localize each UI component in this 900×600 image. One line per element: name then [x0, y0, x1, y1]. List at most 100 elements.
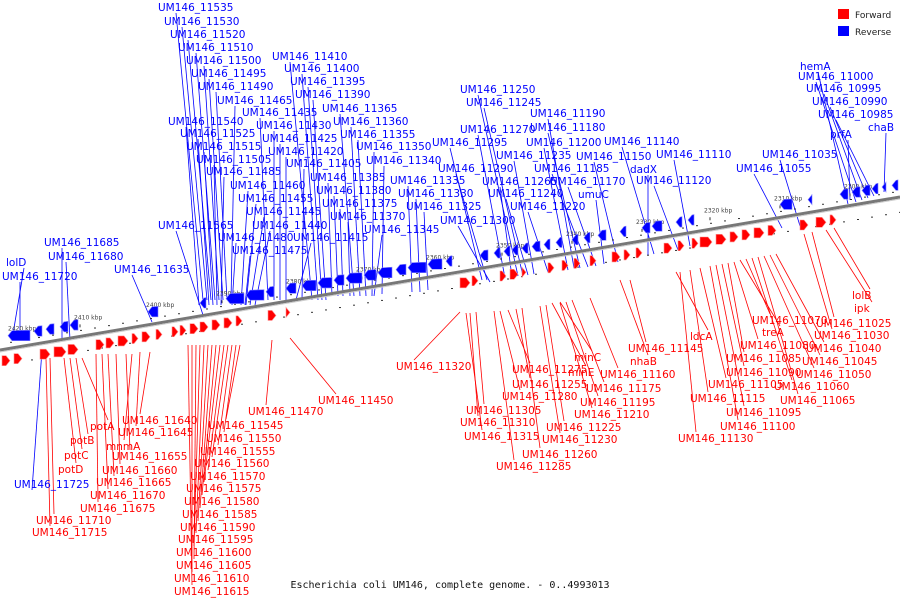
reverse-gene-label: UM146_11380 — [316, 185, 391, 197]
reverse-gene-label: UM146_11295 — [432, 137, 507, 149]
label-connector — [515, 308, 531, 379]
label-connector — [327, 182, 333, 297]
forward-gene-arrow — [691, 238, 699, 249]
axis-tick-label: 2320 kbp — [704, 207, 732, 214]
reverse-gene-label: UM146_11325 — [406, 201, 481, 213]
label-connector — [551, 302, 587, 367]
label-connector — [245, 203, 257, 306]
forward-gene-label: UM146_11195 — [580, 397, 655, 409]
label-connector — [745, 258, 771, 315]
reverse-gene-arrow — [265, 285, 275, 298]
reverse-gene-arrow — [651, 220, 663, 232]
forward-gene-arrow — [285, 306, 291, 319]
forward-gene-arrow — [199, 321, 209, 333]
reverse-gene-label: UM146_10990 — [812, 96, 887, 108]
reverse-gene-label: UM146_11385 — [310, 172, 385, 184]
reverse-gene-arrow — [675, 216, 683, 228]
forward-gene-arrow — [509, 268, 519, 280]
label-connector — [230, 105, 236, 301]
label-connector — [465, 312, 483, 431]
forward-gene-arrow — [267, 310, 277, 321]
forward-gene-label: UM146_11600 — [176, 547, 251, 559]
reverse-gene-label: UM146_11515 — [186, 141, 261, 153]
label-connector — [131, 274, 153, 323]
label-connector — [75, 357, 89, 435]
reverse-gene-arrow — [199, 297, 207, 309]
label-connector — [629, 279, 647, 343]
forward-gene-label: UM146_11580 — [184, 496, 259, 508]
reverse-gene-arrow — [807, 194, 813, 206]
label-connector — [215, 91, 228, 301]
reverse-gene-label: UM146_11035 — [762, 149, 837, 161]
label-connector — [493, 310, 515, 461]
reverse-gene-label: UM146_11265 — [482, 176, 557, 188]
reverse-gene-label: UM146_11525 — [180, 128, 255, 140]
label-connector — [721, 263, 745, 367]
label-connector — [833, 227, 871, 290]
forward-gene-arrow — [171, 326, 179, 338]
label-connector — [757, 256, 799, 395]
label-connector — [31, 349, 43, 491]
reverse-gene-arrow — [33, 325, 43, 337]
forward-gene-arrow — [95, 339, 105, 350]
reverse-gene-arrow — [69, 319, 79, 331]
reverse-gene-label: UM146_11445 — [246, 206, 321, 218]
forward-gene-arrow — [223, 317, 233, 329]
reverse-gene-arrow — [861, 184, 871, 196]
reverse-gene-label: UM146_11190 — [530, 108, 605, 120]
forward-gene-label: UM146_11470 — [248, 406, 323, 418]
forward-gene-label: UM146_11570 — [190, 471, 265, 483]
label-connector — [499, 310, 521, 391]
reverse-gene-label: UM146_11245 — [466, 97, 541, 109]
label-connector — [65, 261, 71, 341]
label-connector — [312, 99, 327, 301]
forward-gene-label: UM146_11115 — [690, 393, 765, 405]
reverse-gene-arrow — [511, 244, 519, 256]
forward-gene-label: UM146_11070 — [752, 315, 827, 327]
label-connector — [571, 299, 605, 383]
label-connector — [751, 257, 793, 381]
reverse-gene-label: UM146_11360 — [333, 116, 408, 128]
reverse-gene-arrow — [301, 279, 317, 291]
label-connector — [413, 311, 461, 361]
label-connector — [265, 339, 273, 406]
forward-gene-arrow — [211, 319, 221, 331]
reverse-gene-arrow — [571, 233, 579, 246]
label-connector — [220, 176, 225, 306]
reverse-gene-label: UM146_11535 — [158, 2, 233, 14]
label-connector — [469, 312, 479, 417]
reverse-gene-label: UM146_11725 — [14, 479, 89, 491]
reverse-gene-arrow — [45, 323, 55, 335]
label-connector — [135, 351, 141, 427]
forward-gene-label: UM146_11260 — [522, 449, 597, 461]
label-connector — [295, 242, 312, 301]
reverse-gene-label: UM146_10995 — [806, 83, 881, 95]
label-connector — [547, 118, 575, 269]
reverse-gene-arrow — [345, 272, 363, 284]
label-connector — [203, 344, 221, 483]
label-connector — [565, 301, 599, 397]
label-connector — [63, 357, 77, 464]
reverse-gene-label: UM146_11300 — [440, 215, 515, 227]
reverse-gene-label: UM146_11180 — [530, 122, 605, 134]
label-connector — [201, 344, 217, 496]
label-connector — [207, 344, 225, 471]
reverse-gene-label: UM146_11340 — [366, 155, 441, 167]
forward-gene-label: UM146_11090 — [726, 367, 801, 379]
forward-gene-label: UM146_11030 — [814, 330, 889, 342]
label-connector — [175, 12, 204, 301]
reverse-gene-label: UM146_11000 — [798, 71, 873, 83]
forward-gene-label: UM146_11715 — [32, 527, 107, 539]
forward-gene-label: potA — [90, 421, 115, 433]
legend-reverse-label: Reverse — [855, 28, 892, 38]
label-connector — [301, 73, 319, 301]
forward-gene-label: UM146_11550 — [206, 433, 281, 445]
label-connector — [208, 78, 224, 301]
reverse-gene-arrow — [395, 263, 407, 275]
sequence-axis-shadow — [0, 198, 900, 353]
reverse-gene-arrow — [839, 188, 849, 200]
label-connector — [199, 344, 213, 509]
forward-gene-label: UM146_11105 — [708, 379, 783, 391]
forward-gene-arrow — [459, 277, 471, 289]
